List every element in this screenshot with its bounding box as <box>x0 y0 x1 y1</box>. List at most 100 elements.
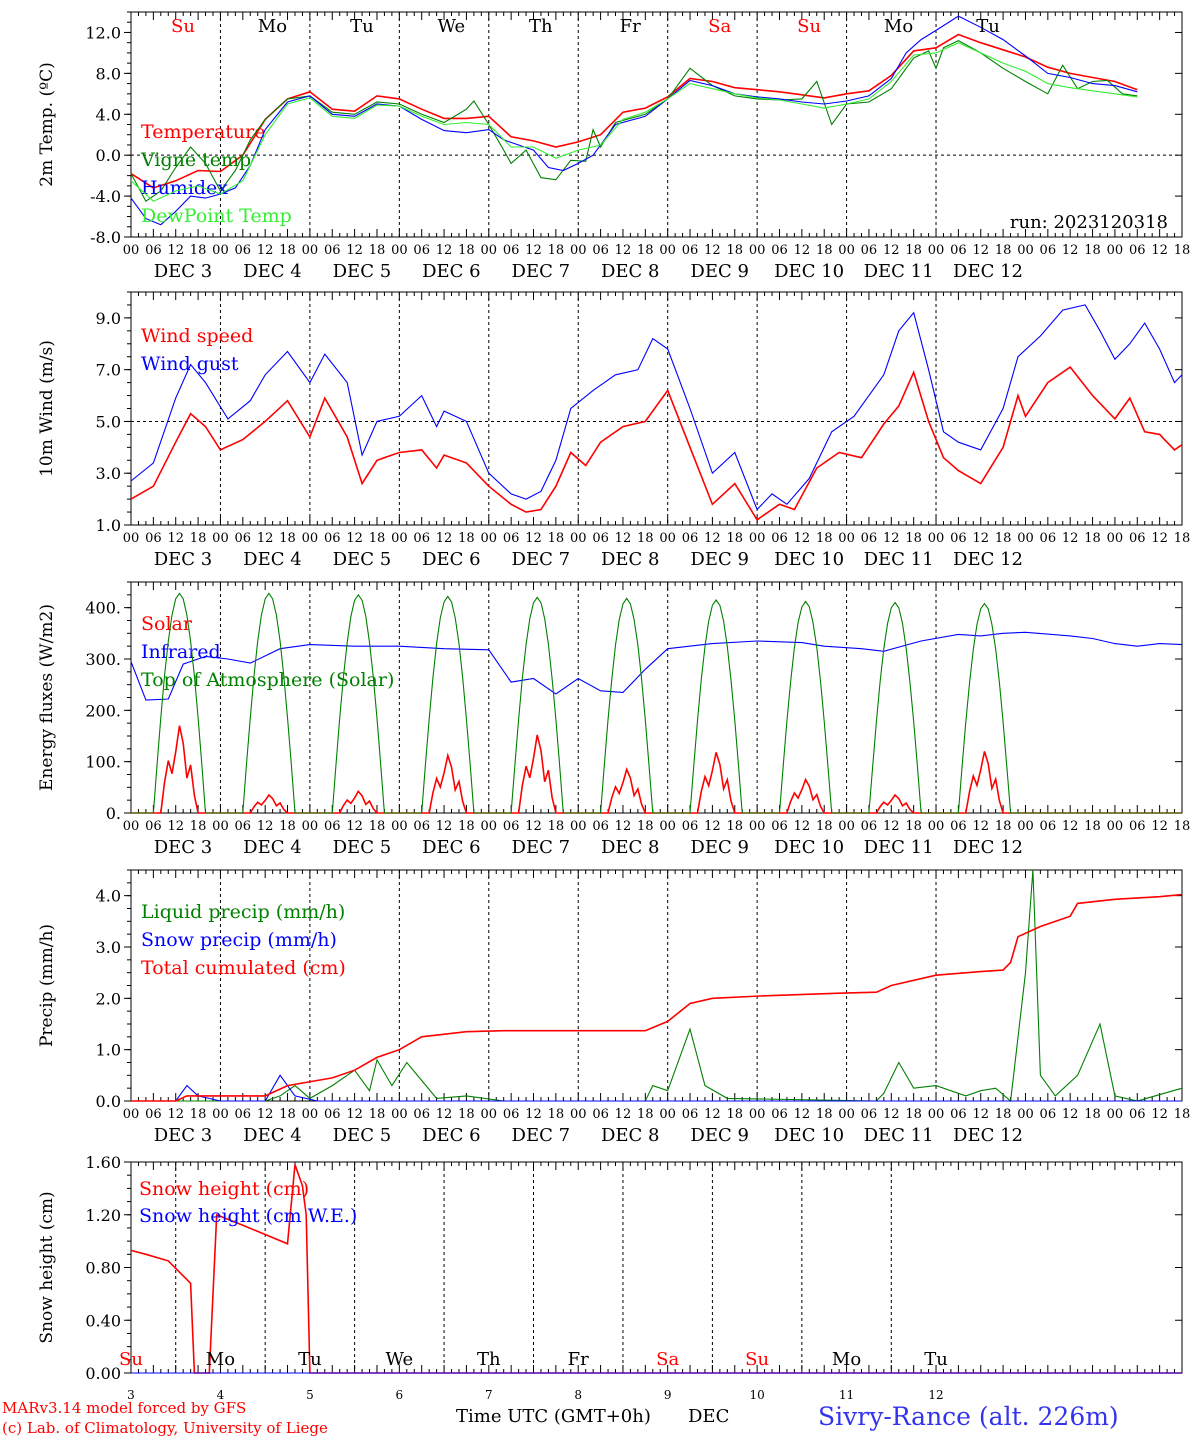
hour-label: 18 <box>816 531 833 546</box>
hour-label: 06 <box>1040 1107 1057 1122</box>
legend-entry: Humidex <box>141 177 228 199</box>
hour-label: 00 <box>123 243 140 258</box>
hour-label: 12 <box>615 531 632 546</box>
date-label: DEC 11 <box>864 837 934 858</box>
day-name: Tu <box>924 1349 948 1370</box>
date-label: DEC 9 <box>690 549 749 570</box>
hour-label: 12 <box>257 1107 274 1122</box>
hour-label: 18 <box>637 531 654 546</box>
hour-label: 00 <box>928 243 945 258</box>
day-name: Sa <box>656 1349 679 1370</box>
y-tick-label: 9.0 <box>96 309 121 328</box>
footer-credit: (c) Lab. of Climatology, University of L… <box>2 1419 328 1437</box>
hour-label: 18 <box>905 531 922 546</box>
hour-label: 18 <box>726 243 743 258</box>
hour-label: 00 <box>1017 243 1034 258</box>
hour-label: 00 <box>302 1107 319 1122</box>
hour-label: 18 <box>1084 243 1101 258</box>
hour-label: 00 <box>1107 819 1124 834</box>
hour-label: 18 <box>190 531 207 546</box>
hour-label: 06 <box>1040 819 1057 834</box>
y-tick-label: 0.40 <box>85 1311 121 1330</box>
date-label: DEC 11 <box>864 1125 934 1146</box>
series-line <box>131 893 1183 1102</box>
hour-label: 06 <box>861 819 878 834</box>
date-number: 8 <box>574 1388 582 1402</box>
hour-label: 00 <box>481 531 498 546</box>
series-line <box>130 39 1138 202</box>
hour-label: 06 <box>503 531 520 546</box>
day-name: Fr <box>620 16 641 37</box>
hour-label: 00 <box>212 1107 229 1122</box>
hour-label: 06 <box>145 1107 162 1122</box>
hour-label: 18 <box>726 531 743 546</box>
hour-label: 00 <box>928 1107 945 1122</box>
hour-label: 06 <box>771 531 788 546</box>
hour-label: 12 <box>436 1107 453 1122</box>
y-tick-label: -4.0 <box>90 187 121 206</box>
y-tick-label: 0.80 <box>85 1259 121 1278</box>
hour-label: 12 <box>883 531 900 546</box>
date-number: 4 <box>217 1388 225 1402</box>
hour-label: 18 <box>905 819 922 834</box>
hour-label: 00 <box>1107 531 1124 546</box>
hour-label: 18 <box>458 1107 475 1122</box>
series-line <box>130 15 1138 226</box>
date-label: DEC 6 <box>422 837 481 858</box>
date-label: DEC 4 <box>243 261 302 282</box>
hour-label: 12 <box>704 819 721 834</box>
hour-label: 06 <box>682 819 699 834</box>
date-label: DEC 9 <box>690 261 749 282</box>
date-label: DEC 10 <box>774 549 844 570</box>
date-label: DEC 12 <box>953 261 1023 282</box>
hour-label: 12 <box>1151 243 1168 258</box>
series-line <box>131 725 1182 814</box>
date-label: DEC 10 <box>774 1125 844 1146</box>
y-tick-label: 0.00 <box>85 1364 121 1383</box>
hour-label: 06 <box>145 819 162 834</box>
hour-label: 00 <box>302 243 319 258</box>
panel-3: 0. 100. 200. 300. 400. Energy fluxes (W/m2) So… <box>37 581 1190 858</box>
hour-label: 06 <box>413 243 430 258</box>
date-label: DEC 8 <box>601 261 660 282</box>
panel-4: 0.0 1.0 2.0 3.0 4.0 Precip (mm/h) Liquid preci… <box>37 869 1190 1146</box>
hour-label: 12 <box>1062 819 1079 834</box>
hour-label: 06 <box>682 531 699 546</box>
hour-label: 18 <box>458 243 475 258</box>
y-axis-label: 10m Wind (m/s) <box>37 340 57 477</box>
hour-label: 12 <box>1062 1107 1079 1122</box>
hour-label: 06 <box>950 819 967 834</box>
panel-5: 0.00 0.40 0.80 1.20 1.60 Snow height (cm) Snow… <box>37 1153 1183 1402</box>
date-label: DEC 3 <box>154 837 213 858</box>
hour-label: 06 <box>1129 243 1146 258</box>
hour-label: 06 <box>592 531 609 546</box>
date-number: 3 <box>127 1388 135 1402</box>
hour-label: 00 <box>302 819 319 834</box>
date-label: DEC 9 <box>690 1125 749 1146</box>
hour-label: 18 <box>369 1107 386 1122</box>
hour-label: 18 <box>816 243 833 258</box>
x-axis-month: DEC <box>688 1406 730 1427</box>
hour-label: 06 <box>1040 243 1057 258</box>
date-label: DEC 4 <box>243 549 302 570</box>
hour-label: 12 <box>972 531 989 546</box>
legend-entry: Liquid precip (mm/h) <box>141 901 345 923</box>
hour-label: 00 <box>659 1107 676 1122</box>
y-tick-label: 2.0 <box>96 989 121 1008</box>
hour-label: 12 <box>167 819 184 834</box>
hour-label: 00 <box>212 531 229 546</box>
hour-label: 00 <box>302 531 319 546</box>
date-number: 7 <box>485 1388 493 1402</box>
day-name: We <box>385 1349 413 1370</box>
y-tick-label: 4.0 <box>96 887 121 906</box>
hour-label: 06 <box>145 531 162 546</box>
date-label: DEC 6 <box>422 549 481 570</box>
hour-label: 12 <box>972 1107 989 1122</box>
legend-entry: Snow height (cm) <box>139 1178 309 1200</box>
hour-label: 12 <box>883 1107 900 1122</box>
hour-label: 06 <box>235 243 252 258</box>
hour-label: 06 <box>503 243 520 258</box>
day-name: Th <box>477 1349 501 1370</box>
